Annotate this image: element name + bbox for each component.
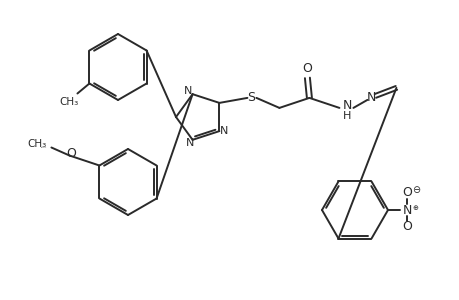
Text: ⊖: ⊖ [411,185,419,195]
Text: N: N [220,126,228,136]
Text: N: N [366,92,375,104]
Text: S: S [247,92,255,104]
Text: O: O [401,220,411,233]
Text: N: N [185,138,193,148]
Text: CH₃: CH₃ [28,139,47,148]
Text: ⊕: ⊕ [411,205,417,211]
Text: O: O [401,187,411,200]
Text: H: H [342,111,351,121]
Text: O: O [67,147,76,160]
Text: methoxy: methoxy [41,147,47,148]
Text: N: N [342,99,351,112]
Text: CH₃: CH₃ [60,97,79,106]
Text: O: O [302,62,312,75]
Text: N: N [402,203,411,217]
Text: N: N [183,86,191,96]
